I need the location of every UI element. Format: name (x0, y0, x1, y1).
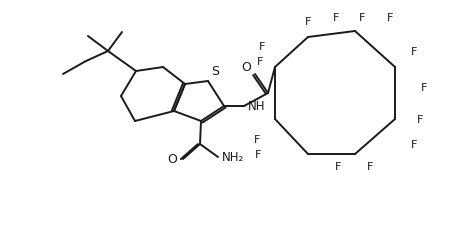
Text: O: O (167, 153, 177, 166)
Text: F: F (256, 57, 263, 67)
Text: NH: NH (247, 100, 265, 113)
Text: F: F (254, 149, 261, 159)
Text: F: F (258, 42, 264, 52)
Text: NH₂: NH₂ (222, 151, 244, 164)
Text: F: F (366, 161, 372, 171)
Text: F: F (420, 83, 426, 93)
Text: F: F (253, 134, 260, 144)
Text: F: F (358, 13, 364, 23)
Text: F: F (332, 13, 338, 23)
Text: S: S (211, 65, 218, 78)
Text: O: O (241, 61, 251, 74)
Text: F: F (386, 13, 392, 23)
Text: F: F (410, 47, 416, 57)
Text: F: F (416, 115, 422, 124)
Text: F: F (304, 17, 310, 27)
Text: F: F (410, 139, 416, 149)
Text: F: F (334, 161, 341, 171)
